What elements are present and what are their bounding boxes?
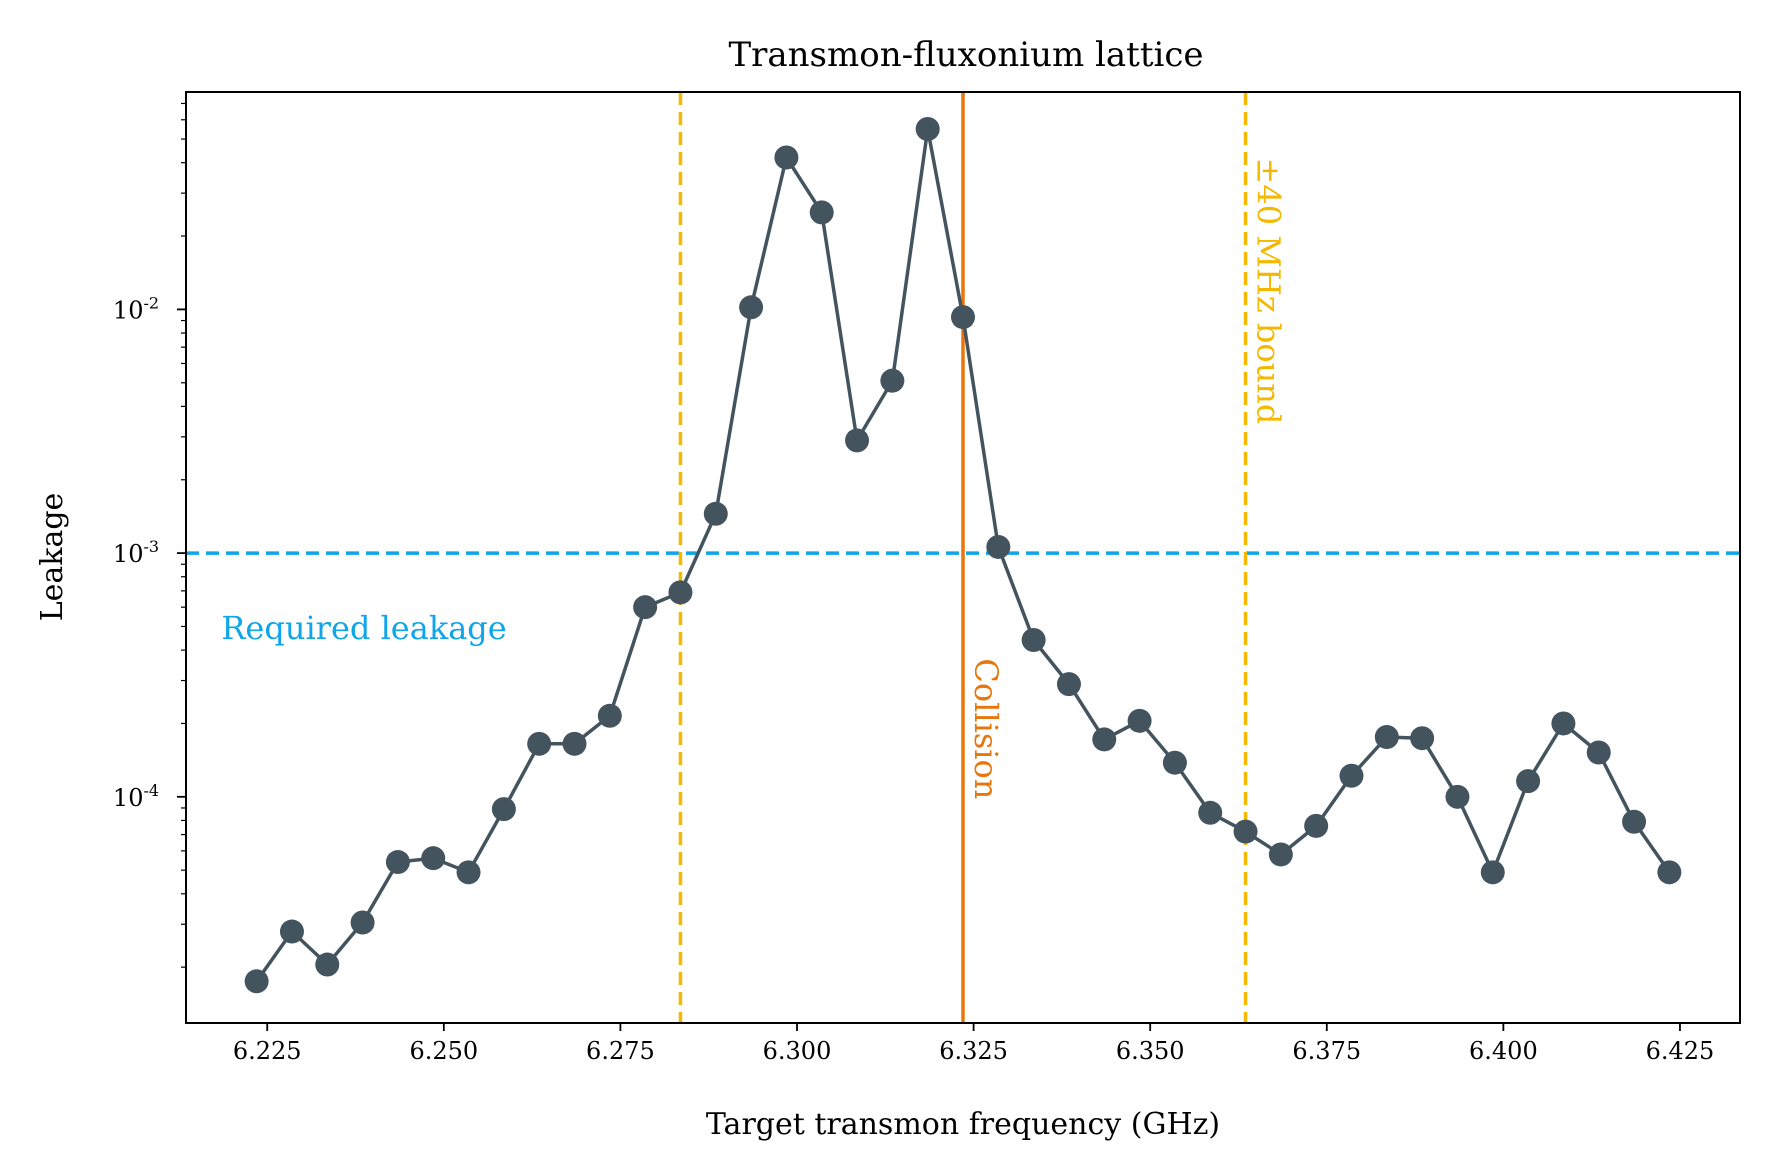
data-point	[739, 295, 764, 320]
data-point	[986, 534, 1011, 559]
plot-frame	[185, 91, 1741, 1024]
data-point	[1127, 708, 1152, 733]
data-point	[1304, 813, 1329, 838]
data-point	[1551, 711, 1576, 736]
data-point	[1657, 860, 1682, 885]
data-point	[279, 919, 304, 944]
data-point	[456, 860, 481, 885]
x-tick-label: 6.250	[409, 1037, 478, 1065]
collision-label: Collision	[967, 658, 1005, 799]
x-tick-label: 6.300	[763, 1037, 832, 1065]
y-tick-label: 10-3	[113, 537, 159, 568]
bound-label: ±40 MHz bound	[1250, 158, 1288, 425]
x-tick-label: 6.350	[1116, 1037, 1185, 1065]
data-point	[1268, 842, 1293, 867]
data-point	[1480, 860, 1505, 885]
data-point	[562, 731, 587, 756]
data-point	[1410, 726, 1435, 751]
data-point	[845, 428, 870, 453]
series-points-group	[244, 116, 1682, 994]
required-leakage-label: Required leakage	[221, 609, 506, 647]
x-axis-ticks: 6.225 6.250 6.275 6.300 6.325 6.350 6.375 6.400…	[233, 1023, 1714, 1065]
y-axis-ticks: 10-4 10-3 10-2	[113, 293, 186, 812]
data-point	[1586, 740, 1611, 765]
x-tick-label: 6.425	[1646, 1037, 1715, 1065]
x-tick-label: 6.400	[1469, 1037, 1538, 1065]
data-point	[597, 703, 622, 728]
data-point	[915, 116, 940, 141]
y-tick-label: 10-4	[113, 781, 159, 812]
data-point	[1092, 727, 1117, 752]
data-point	[350, 910, 375, 935]
data-point	[1374, 724, 1399, 749]
data-point	[527, 731, 552, 756]
data-point	[809, 200, 834, 225]
y-tick-label: 10-2	[113, 293, 159, 324]
x-axis-label: Target transmon frequency (GHz)	[706, 1107, 1220, 1142]
data-point	[1056, 672, 1081, 697]
data-point	[1198, 800, 1223, 825]
data-point	[951, 305, 975, 330]
chart-title: Transmon-fluxonium lattice	[728, 35, 1203, 75]
data-point	[633, 595, 658, 620]
data-point	[1162, 750, 1187, 775]
data-point	[703, 501, 728, 526]
y-axis-label: Leakage	[35, 493, 70, 622]
data-point	[385, 850, 410, 875]
y-tick-exponent: -2	[143, 293, 159, 312]
data-point	[774, 145, 799, 170]
data-point	[1516, 769, 1541, 794]
reference-line-labels: Required leakage Collision ±40 MHz bound	[221, 158, 1287, 800]
data-point	[1445, 784, 1470, 809]
x-tick-label: 6.325	[939, 1037, 1008, 1065]
data-point	[880, 368, 905, 393]
data-point	[244, 969, 269, 994]
data-point	[1622, 809, 1647, 834]
x-tick-label: 6.225	[233, 1037, 302, 1065]
y-axis-minor-ticks	[181, 102, 186, 968]
data-point	[1233, 819, 1258, 844]
data-point	[1339, 763, 1364, 788]
reference-lines	[186, 92, 1740, 1023]
x-tick-label: 6.275	[586, 1037, 655, 1065]
data-point	[491, 797, 516, 822]
data-point	[668, 580, 693, 605]
x-tick-label: 6.375	[1292, 1037, 1361, 1065]
data-point	[1021, 628, 1046, 653]
y-tick-exponent: -3	[143, 537, 159, 556]
data-point	[315, 952, 340, 977]
y-tick-exponent: -4	[143, 781, 159, 800]
data-point	[421, 846, 446, 871]
